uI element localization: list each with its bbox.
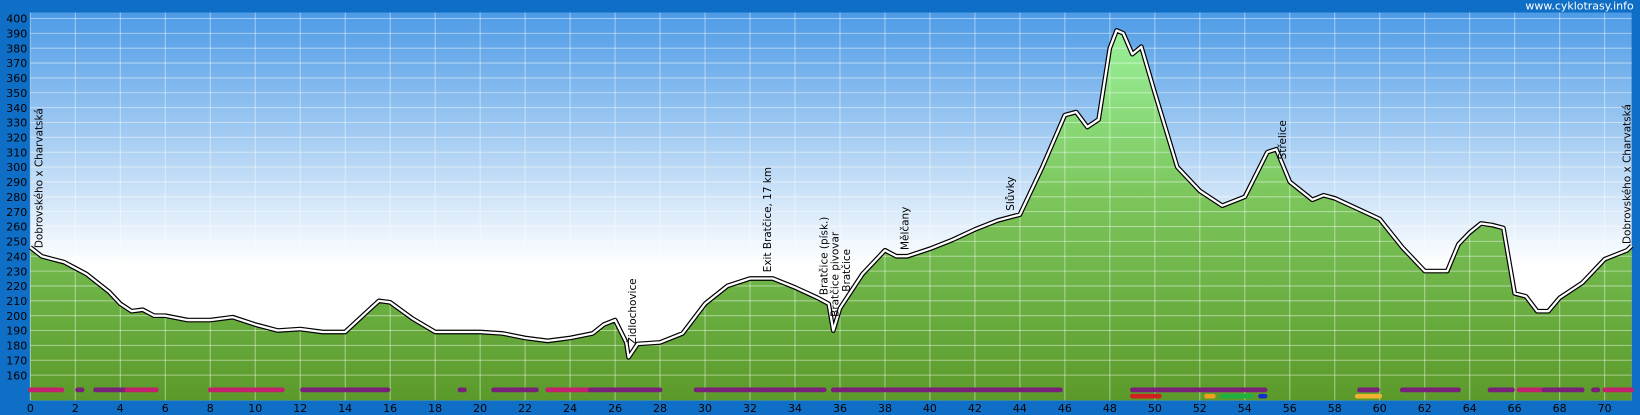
x-tick-label: 4 <box>117 402 124 415</box>
x-tick-label: 62 <box>1418 402 1432 415</box>
x-tick-label: 14 <box>338 402 352 415</box>
site-label: www.cyklotrasy.info <box>1525 0 1634 12</box>
y-tick-label: 170 <box>6 354 27 367</box>
waypoint-label: Střelice <box>1277 120 1289 159</box>
y-tick-label: 160 <box>6 369 27 382</box>
x-tick-label: 38 <box>878 402 892 415</box>
waypoint-label: Dobrovského x Charvatská <box>33 108 45 248</box>
x-tick-label: 48 <box>1103 402 1117 415</box>
y-tick-label: 230 <box>6 265 27 278</box>
y-tick-label: 210 <box>6 295 27 308</box>
y-tick-label: 340 <box>6 102 27 115</box>
x-tick-label: 50 <box>1148 402 1162 415</box>
x-tick-label: 12 <box>293 402 307 415</box>
waypoint-label: Mělčany <box>899 207 911 250</box>
x-tick-label: 70 <box>1598 402 1612 415</box>
x-tick-label: 36 <box>833 402 847 415</box>
x-tick-label: 40 <box>923 402 937 415</box>
y-tick-label: 190 <box>6 325 27 338</box>
y-tick-label: 310 <box>6 146 27 159</box>
y-tick-label: 330 <box>6 117 27 130</box>
waypoint-label: Bratčice pivovar <box>830 231 842 317</box>
profile-area <box>30 30 1632 401</box>
y-tick-label: 370 <box>6 57 27 70</box>
waypoint-label: Bratčice <box>841 249 853 292</box>
x-tick-label: 2 <box>72 402 79 415</box>
x-tick-label: 24 <box>563 402 577 415</box>
x-tick-label: 68 <box>1553 402 1567 415</box>
y-tick-label: 400 <box>6 13 27 26</box>
x-tick-label: 34 <box>788 402 802 415</box>
x-tick-label: 28 <box>653 402 667 415</box>
y-tick-label: 260 <box>6 221 27 234</box>
x-tick-label: 66 <box>1508 402 1522 415</box>
y-tick-label: 270 <box>6 206 27 219</box>
y-tick-label: 280 <box>6 191 27 204</box>
y-tick-label: 240 <box>6 250 27 263</box>
y-tick-label: 180 <box>6 340 27 353</box>
x-tick-label: 42 <box>968 402 982 415</box>
y-tick-label: 360 <box>6 72 27 85</box>
y-tick-label: 350 <box>6 87 27 100</box>
x-tick-label: 32 <box>743 402 757 415</box>
x-tick-label: 0 <box>27 402 34 415</box>
x-tick-label: 46 <box>1058 402 1072 415</box>
x-tick-label: 26 <box>608 402 622 415</box>
x-tick-label: 30 <box>698 402 712 415</box>
waypoint-label: Židlochovice <box>626 278 639 344</box>
y-tick-label: 380 <box>6 42 27 55</box>
x-tick-label: 60 <box>1373 402 1387 415</box>
x-tick-label: 6 <box>162 402 169 415</box>
x-tick-label: 56 <box>1283 402 1297 415</box>
y-tick-label: 220 <box>6 280 27 293</box>
profile-line <box>29 29 1633 359</box>
x-tick-label: 8 <box>207 402 214 415</box>
y-tick-label: 320 <box>6 132 27 145</box>
y-tick-label: 250 <box>6 236 27 249</box>
x-tick-label: 10 <box>248 402 262 415</box>
x-tick-label: 16 <box>383 402 397 415</box>
waypoint-label: Exit Bratčice, 17 km <box>762 167 774 272</box>
y-tick-label: 200 <box>6 310 27 323</box>
x-tick-label: 44 <box>1013 402 1027 415</box>
waypoint-label: Dobrovského x Charvatská <box>1621 104 1633 244</box>
y-tick-label: 390 <box>6 28 27 41</box>
x-tick-label: 54 <box>1238 402 1252 415</box>
x-tick-label: 22 <box>518 402 532 415</box>
x-tick-label: 64 <box>1463 402 1477 415</box>
x-tick-label: 58 <box>1328 402 1342 415</box>
waypoint-label: Bratčice (písk.) <box>818 217 830 296</box>
waypoint-label: Slůvky <box>1005 177 1017 211</box>
x-tick-label: 18 <box>428 402 442 415</box>
y-tick-label: 300 <box>6 161 27 174</box>
x-tick-label: 20 <box>473 402 487 415</box>
y-tick-label: 290 <box>6 176 27 189</box>
x-tick-label: 52 <box>1193 402 1207 415</box>
